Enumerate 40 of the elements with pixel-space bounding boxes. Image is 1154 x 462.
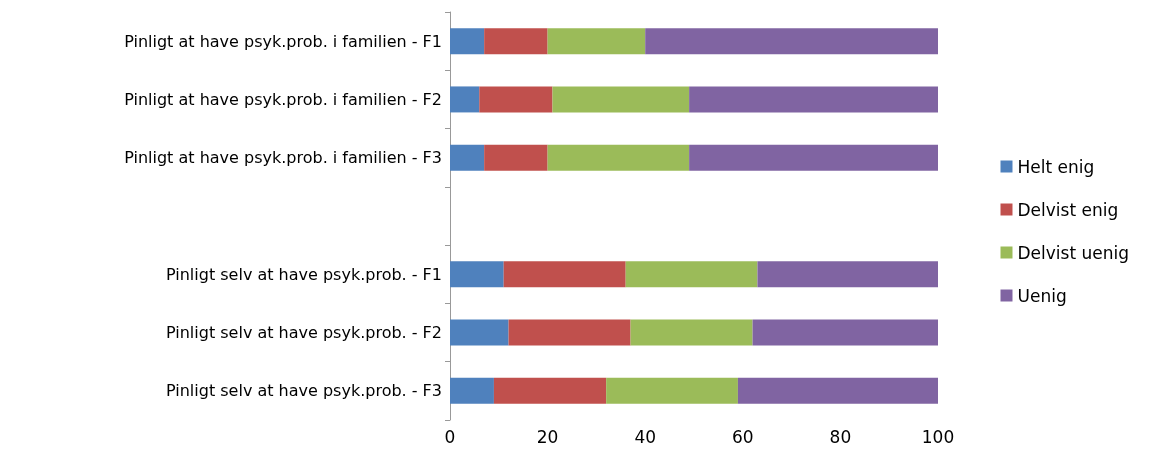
x-tick-label: 100 — [921, 426, 955, 447]
bar — [757, 261, 938, 288]
bar — [752, 319, 938, 346]
bar — [606, 377, 738, 404]
bar — [689, 86, 938, 113]
bar — [737, 377, 938, 404]
y-tick-label: Pinligt selv at have psyk.prob. - F1 — [165, 264, 442, 284]
bar — [484, 144, 548, 171]
bar — [450, 261, 504, 288]
bar — [508, 319, 631, 346]
y-tick-label: Pinligt at have psyk.prob. i familien - F3 — [124, 148, 442, 168]
legend-label: Delvist uenig — [1017, 242, 1130, 263]
x-tick-label: 80 — [829, 426, 852, 447]
bar — [503, 261, 626, 288]
bar — [625, 261, 758, 288]
bar — [450, 144, 485, 171]
bar — [450, 377, 494, 404]
legend-label: Delvist enig — [1017, 199, 1119, 220]
y-tick-label: Pinligt selv at have psyk.prob. - F3 — [165, 381, 442, 401]
bar — [547, 28, 646, 55]
bar — [479, 86, 553, 113]
y-tick-label: Pinligt at have psyk.prob. i familien - F1 — [124, 31, 442, 51]
bar — [689, 144, 938, 171]
bar — [450, 28, 485, 55]
bar — [484, 28, 548, 55]
bar — [450, 319, 509, 346]
x-tick-label: 0 — [444, 426, 456, 447]
x-tick-label: 40 — [634, 426, 657, 447]
bar — [552, 86, 690, 113]
y-tick-label: Pinligt at have psyk.prob. i familien - F2 — [124, 89, 442, 109]
x-tick-label: 60 — [731, 426, 754, 447]
legend-label: Helt enig — [1017, 156, 1095, 177]
bar — [645, 28, 938, 55]
bar — [450, 86, 480, 113]
legend-label: Uenig — [1017, 285, 1067, 306]
bar — [630, 319, 753, 346]
x-tick-label: 20 — [536, 426, 559, 447]
bar — [547, 144, 690, 171]
bar — [493, 377, 607, 404]
y-tick-label: Pinligt selv at have psyk.prob. - F2 — [165, 323, 442, 343]
